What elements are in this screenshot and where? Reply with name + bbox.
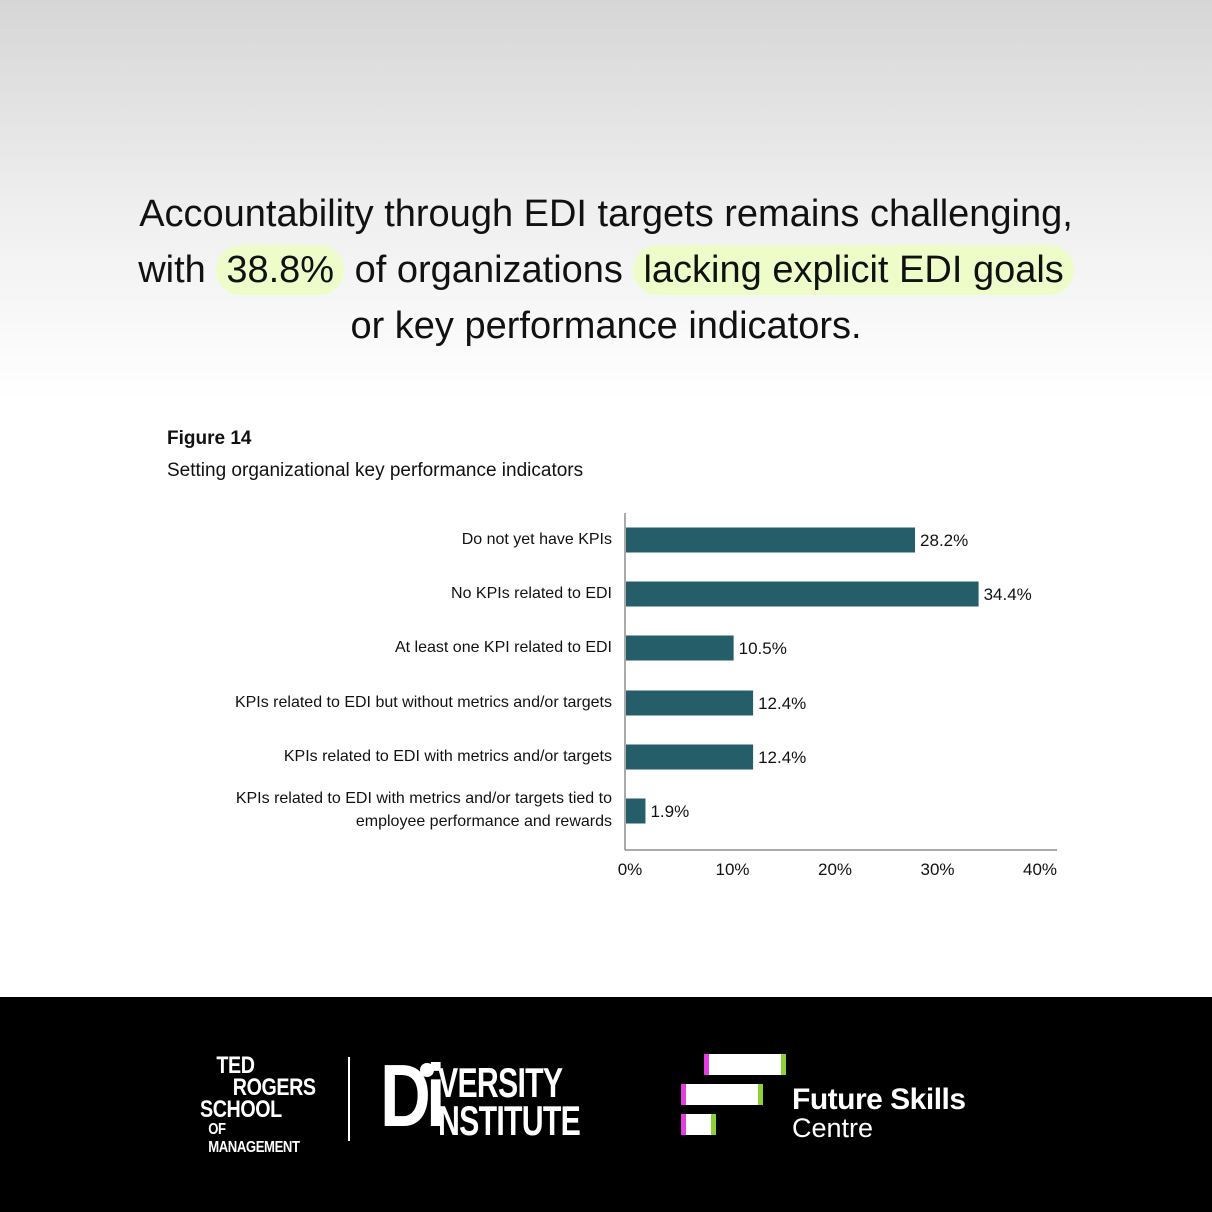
category-label-5: KPIs related to EDI with metrics and/or …: [142, 787, 612, 833]
trs-line-3: SCHOOL: [200, 1096, 282, 1123]
data-label-4: 12.4%: [758, 748, 806, 767]
fsc-bar-1-green: [781, 1054, 786, 1075]
data-label-3: 12.4%: [758, 694, 806, 713]
data-label-2: 10.5%: [739, 639, 787, 658]
fsc-line-2: Centre: [792, 1113, 874, 1143]
headline-part1: Accountability through EDI targets remai…: [139, 193, 1073, 235]
trs-line-4: OF MANAGEMENT: [208, 1121, 300, 1156]
x-tick-label-2: 20%: [818, 860, 852, 879]
bar-1: [626, 581, 979, 607]
fsc-bar-3-green: [711, 1114, 716, 1135]
headline-line-3: or key performance indicators.: [60, 298, 1152, 354]
x-tick-label-1: 10%: [715, 860, 749, 879]
headline-part3: of organizations: [344, 249, 634, 291]
fsc-bar-3-magenta: [681, 1114, 686, 1135]
bar-3: [626, 690, 754, 716]
data-label-0: 28.2%: [920, 531, 968, 550]
data-label-5: 1.9%: [650, 802, 689, 821]
category-label-3: KPIs related to EDI but without metrics …: [142, 691, 612, 714]
category-label-1-line-0: No KPIs related to EDI: [451, 584, 612, 602]
highlight-stat: 38.8%: [216, 245, 345, 295]
category-label-1: No KPIs related to EDI: [142, 582, 612, 605]
footer: TED ROGERS SCHOOL OF MANAGEMENT Di VERSI…: [0, 997, 1212, 1212]
fsc-bar-2: [681, 1084, 763, 1105]
fsc-bar-2-green: [758, 1084, 763, 1105]
di-word-1: VERSITY: [438, 1059, 563, 1106]
category-label-4-line-0: KPIs related to EDI with metrics and/or …: [283, 747, 612, 765]
category-label-2: At least one KPI related to EDI: [142, 636, 612, 659]
category-label-3-line-0: KPIs related to EDI but without metrics …: [234, 693, 612, 711]
category-label-4: KPIs related to EDI with metrics and/or …: [142, 745, 612, 768]
headline: Accountability through EDI targets remai…: [60, 186, 1152, 354]
ted-rogers-logo: TED ROGERS SCHOOL OF MANAGEMENT: [200, 1052, 316, 1157]
fsc-bar-1: [704, 1054, 786, 1075]
category-label-0: Do not yet have KPIs: [142, 528, 612, 551]
figure-label: Figure 14: [167, 428, 252, 449]
category-label-2-line-0: At least one KPI related to EDI: [394, 638, 612, 656]
category-label-5-line-1: employee performance and rewards: [355, 813, 612, 830]
trs-line-1: TED: [216, 1052, 255, 1079]
bar-0: [626, 527, 916, 553]
x-tick-label-3: 30%: [920, 860, 954, 879]
x-tick-label-0: 0%: [618, 860, 643, 879]
bar-chart: 28.2% 34.4% 10.5% 12.4% 12.4% 1.9% 0% 10% 20% 30%…: [618, 513, 1057, 879]
figure-title: Setting organizational key performance i…: [167, 460, 584, 481]
category-label-0-line-0: Do not yet have KPIs: [461, 530, 612, 548]
x-tick-label-4: 40%: [1023, 860, 1057, 879]
upper-panel: Accountability through EDI targets remai…: [0, 0, 1212, 997]
headline-part4: or key performance indicators.: [350, 305, 862, 347]
di-word-2: NSTITUTE: [438, 1097, 581, 1144]
fsc-bar-3: [681, 1114, 716, 1135]
category-label-5-line-0: KPIs related to EDI with metrics and/or …: [235, 790, 612, 807]
trs-line-2: ROGERS: [232, 1074, 316, 1101]
highlight-phrase: lacking explicit EDI goals: [633, 245, 1074, 295]
bar-2: [626, 635, 734, 661]
headline-line-2: with 38.8% of organizations lacking expl…: [60, 242, 1152, 298]
headline-line-1: Accountability through EDI targets remai…: [60, 186, 1152, 242]
fsc-line-1: Future Skills: [792, 1083, 966, 1116]
fsc-bar-1-magenta: [704, 1054, 709, 1075]
bar-5: [626, 798, 646, 824]
di-letters: Di: [380, 1046, 446, 1145]
bar-4: [626, 744, 754, 770]
fsc-bar-2-magenta: [681, 1084, 686, 1105]
data-label-1: 34.4%: [984, 585, 1032, 604]
logo-divider: [348, 1057, 350, 1141]
headline-part2: with: [138, 249, 217, 291]
di-dot-icon: [420, 1063, 434, 1077]
